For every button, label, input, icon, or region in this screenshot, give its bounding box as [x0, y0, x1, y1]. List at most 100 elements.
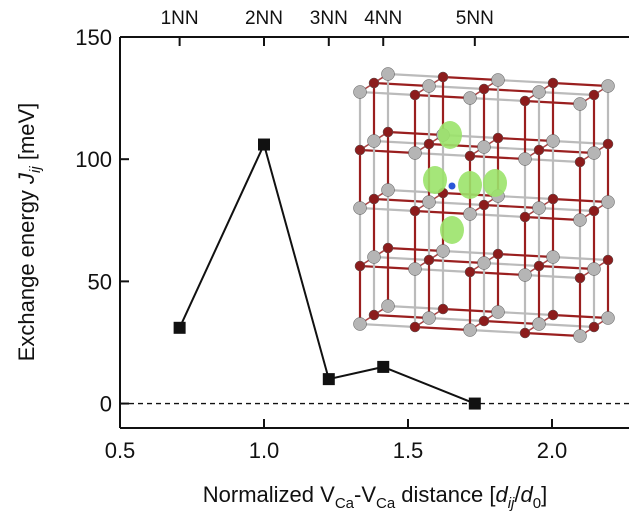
bond — [483, 145, 540, 152]
atom — [409, 321, 421, 333]
bond — [483, 319, 540, 326]
atom — [547, 77, 559, 89]
charge-lobe — [440, 216, 464, 244]
atom — [463, 91, 477, 105]
atom — [353, 201, 367, 215]
y-tick-label: 0 — [100, 392, 112, 417]
label-part: 0 — [533, 495, 541, 512]
y-axis-label: Exchange energy Jij [meV] — [14, 103, 44, 362]
label-part: -V — [354, 482, 376, 507]
bond — [497, 78, 554, 85]
label-part: ij — [508, 495, 515, 512]
top-tick-label: 4NN — [364, 8, 402, 29]
atom — [532, 201, 546, 215]
label-part: Ca — [376, 495, 396, 512]
top-tick-label: 2NN — [245, 8, 283, 29]
atom — [408, 146, 422, 160]
x-tick-label: 0.5 — [105, 438, 136, 463]
data-point — [258, 138, 270, 151]
bond — [373, 255, 430, 262]
atom — [354, 144, 366, 156]
atom — [573, 213, 587, 227]
bond — [469, 328, 526, 335]
y-tick-label: 100 — [75, 147, 112, 172]
bond — [538, 322, 595, 329]
atom — [381, 183, 395, 197]
bond — [538, 148, 595, 155]
bond — [538, 264, 595, 271]
vacancy — [448, 182, 456, 190]
atom — [463, 207, 477, 221]
atom — [533, 144, 545, 156]
label-part: ] — [541, 482, 547, 507]
atom — [573, 329, 587, 343]
charge-lobe — [458, 171, 482, 199]
bond — [524, 331, 581, 338]
bond — [538, 206, 595, 213]
bond — [483, 87, 540, 94]
bond — [373, 313, 430, 320]
atom — [354, 260, 366, 272]
atom — [382, 126, 394, 138]
atom — [547, 309, 559, 321]
label-part: Ca — [335, 495, 355, 512]
bond — [538, 90, 595, 97]
atom — [573, 97, 587, 111]
atom — [602, 254, 614, 266]
atom — [478, 199, 490, 211]
atom — [519, 327, 531, 339]
atom — [478, 315, 490, 327]
atom — [519, 211, 531, 223]
atom — [381, 299, 395, 313]
bond — [428, 316, 485, 323]
atom — [408, 262, 422, 276]
bond — [442, 75, 499, 82]
atom — [368, 309, 380, 321]
atom — [423, 138, 435, 150]
atom — [353, 317, 367, 331]
charge-lobe — [483, 169, 507, 197]
label-part: J — [14, 172, 39, 185]
label-part: d — [495, 482, 508, 507]
charge-lobe — [438, 121, 462, 149]
atom — [422, 195, 436, 209]
atom — [518, 152, 532, 166]
atom — [491, 73, 505, 87]
atom — [518, 268, 532, 282]
atom — [587, 146, 601, 160]
atom — [477, 256, 491, 270]
label-part: Exchange energy — [14, 184, 39, 361]
atom — [409, 205, 421, 217]
data-point — [377, 360, 390, 373]
atom — [423, 254, 435, 266]
top-tick-label: 5NN — [456, 8, 494, 29]
atom — [519, 95, 531, 107]
atom — [533, 260, 545, 272]
atom — [478, 83, 490, 95]
label-part: [meV] — [14, 103, 39, 167]
charge-lobe — [423, 166, 447, 194]
atom — [601, 311, 615, 325]
atom — [477, 140, 491, 154]
atom — [601, 79, 615, 93]
atom — [463, 323, 477, 337]
atom — [422, 311, 436, 325]
data-point — [468, 397, 481, 410]
bond — [428, 84, 485, 91]
atom — [464, 266, 476, 278]
atom — [422, 79, 436, 93]
bond — [483, 203, 540, 210]
bond — [552, 81, 609, 88]
label-part: / — [514, 482, 521, 507]
atom — [547, 193, 559, 205]
data-point — [322, 373, 335, 386]
atom — [492, 248, 504, 260]
atom — [588, 321, 600, 333]
y-tick-label: 150 — [75, 25, 112, 50]
bond — [428, 200, 485, 207]
atom — [601, 195, 615, 209]
atom — [587, 262, 601, 276]
atom — [367, 250, 381, 264]
atom — [437, 303, 449, 315]
